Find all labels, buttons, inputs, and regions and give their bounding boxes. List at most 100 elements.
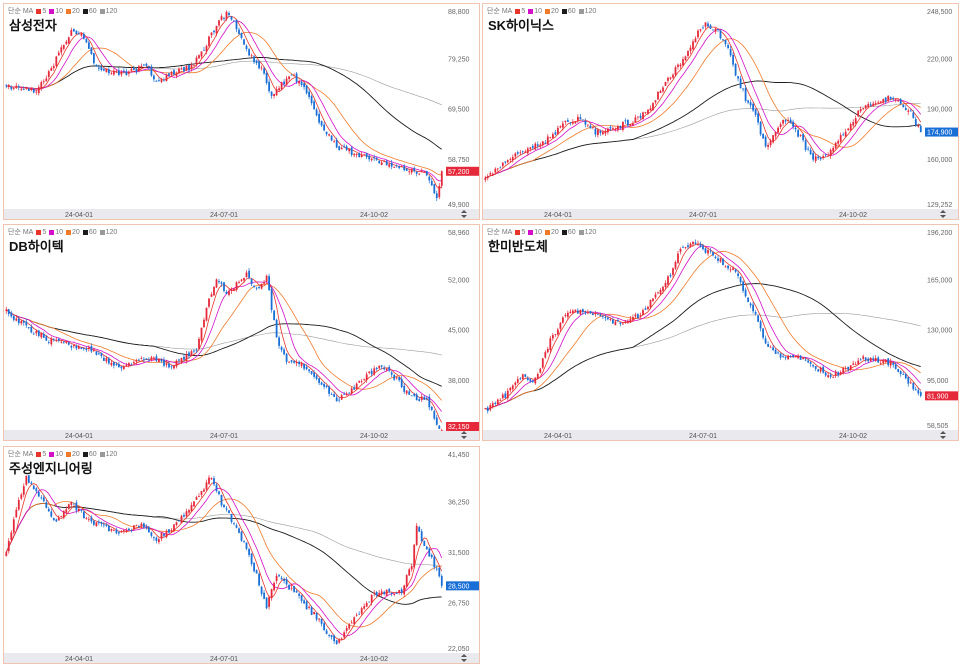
candle-body bbox=[486, 176, 489, 179]
candlestick-chart[interactable]: 88,800 79,250 69,500 58,750 49,900 24-04-01 24… bbox=[4, 4, 480, 220]
candlestick-chart[interactable]: 58,960 52,000 45,000 38,000 32,150 24-04-01 24… bbox=[4, 225, 480, 441]
candle-body bbox=[378, 365, 381, 369]
candle-body bbox=[707, 250, 709, 254]
candle-body bbox=[597, 313, 599, 315]
chart-panel-4[interactable]: 196,200 165,000 130,000 95,000 58,505 24-04-0… bbox=[482, 224, 959, 441]
candle-body bbox=[644, 112, 647, 113]
scroll-arrow-icon[interactable] bbox=[940, 210, 946, 218]
candle-body bbox=[42, 81, 45, 83]
x-tick-label: 24-07-01 bbox=[689, 212, 717, 219]
chart-panel-3[interactable]: 58,960 52,000 45,000 38,000 32,150 24-04-01 24… bbox=[3, 224, 480, 441]
candle-body bbox=[280, 82, 283, 90]
candle-body bbox=[734, 269, 737, 272]
candle-body bbox=[847, 128, 850, 131]
candle-body bbox=[521, 151, 524, 153]
candle-body bbox=[123, 366, 125, 369]
y-tick-label: 165,000 bbox=[927, 277, 952, 284]
scroll-arrow-icon[interactable] bbox=[461, 210, 467, 218]
candlestick-chart[interactable]: 248,500 220,000 190,000 160,000 129,252 24-04… bbox=[483, 4, 959, 220]
candle-body bbox=[168, 73, 170, 76]
candle-body bbox=[549, 338, 552, 351]
candle-body bbox=[572, 121, 574, 124]
candlestick-chart[interactable]: 41,450 36,250 31,500 26,750 22,050 24-04-01 24… bbox=[4, 447, 480, 664]
candle-body bbox=[83, 511, 85, 519]
candle-body bbox=[230, 16, 233, 20]
candle-body bbox=[594, 313, 597, 315]
scroll-arrow-icon[interactable] bbox=[940, 431, 946, 439]
stock-title: DB하이텍 bbox=[9, 239, 64, 254]
candle-body bbox=[175, 73, 178, 76]
candle-body bbox=[659, 91, 662, 93]
candle-body bbox=[148, 359, 150, 361]
candlestick-chart[interactable]: 196,200 165,000 130,000 95,000 58,505 24-04-0… bbox=[483, 225, 959, 441]
ma-legend: 단순 MA 5 10 20 60 120 bbox=[8, 227, 117, 237]
ma5-line bbox=[5, 481, 443, 641]
candle-body bbox=[862, 108, 865, 110]
scroll-arrow-icon[interactable] bbox=[461, 431, 467, 439]
legend-swatch bbox=[49, 8, 55, 14]
candle-body bbox=[35, 331, 38, 334]
candle-body bbox=[110, 362, 113, 366]
candle-body bbox=[320, 382, 323, 385]
candle-body bbox=[844, 131, 847, 137]
candle-body bbox=[529, 147, 532, 150]
candle-body bbox=[330, 135, 333, 141]
candle-body bbox=[188, 65, 190, 71]
candle-body bbox=[7, 85, 10, 87]
candle-body bbox=[433, 184, 436, 194]
x-axis-band bbox=[483, 430, 958, 440]
candle-body bbox=[95, 64, 98, 67]
candle-body bbox=[847, 366, 850, 370]
candle-body bbox=[677, 253, 679, 263]
legend-label-ma60: 60 bbox=[88, 451, 97, 458]
candle-body bbox=[165, 530, 168, 537]
candle-body bbox=[50, 511, 53, 517]
chart-panel-5[interactable]: 41,450 36,250 31,500 26,750 22,050 24-04-01 24… bbox=[3, 446, 480, 664]
candle-body bbox=[494, 402, 497, 404]
candle-body bbox=[263, 68, 265, 74]
y-tick-label: 160,000 bbox=[927, 157, 952, 164]
chart-panel-2[interactable]: 248,500 220,000 190,000 160,000 129,252 24-04… bbox=[482, 3, 959, 220]
chart-panel-1[interactable]: 88,800 79,250 69,500 58,750 49,900 24-04-01 24… bbox=[3, 3, 480, 220]
candle-body bbox=[218, 491, 220, 495]
candle-body bbox=[288, 76, 290, 79]
candle-body bbox=[504, 393, 507, 399]
y-tick-label: 95,000 bbox=[927, 378, 949, 385]
candle-body bbox=[5, 85, 8, 87]
legend-swatch bbox=[82, 229, 88, 235]
candle-body bbox=[569, 122, 572, 124]
candle-body bbox=[842, 368, 845, 374]
legend-swatch bbox=[36, 229, 42, 235]
candle-body bbox=[777, 352, 779, 354]
candle-body bbox=[714, 256, 717, 258]
candle-body bbox=[430, 554, 433, 557]
y-tick-label: 41,450 bbox=[448, 452, 470, 459]
x-axis-band bbox=[4, 209, 479, 219]
candle-body bbox=[138, 359, 140, 361]
candle-body bbox=[430, 406, 433, 410]
candle-body bbox=[839, 372, 842, 374]
candle-body bbox=[233, 20, 235, 22]
candle-body bbox=[544, 142, 547, 144]
candle-body bbox=[674, 67, 677, 76]
candle-body bbox=[32, 88, 35, 93]
candle-body bbox=[552, 335, 554, 339]
candle-body bbox=[536, 144, 539, 146]
candle-body bbox=[877, 357, 880, 363]
candle-body bbox=[323, 384, 325, 387]
candle-body bbox=[250, 55, 253, 57]
candle-body bbox=[383, 367, 386, 370]
scroll-arrow-icon[interactable] bbox=[461, 654, 467, 662]
candle-body bbox=[857, 360, 860, 365]
candle-body bbox=[165, 363, 168, 365]
candle-body bbox=[295, 73, 298, 82]
candle-body bbox=[408, 569, 411, 576]
candle-body bbox=[709, 25, 712, 29]
candle-body bbox=[303, 363, 305, 369]
candle-body bbox=[757, 315, 759, 322]
candle-body bbox=[440, 171, 443, 186]
candle-body bbox=[769, 346, 772, 348]
legend-prefix: 단순 MA bbox=[487, 229, 513, 236]
candle-body bbox=[270, 91, 273, 96]
candle-body bbox=[433, 410, 436, 419]
